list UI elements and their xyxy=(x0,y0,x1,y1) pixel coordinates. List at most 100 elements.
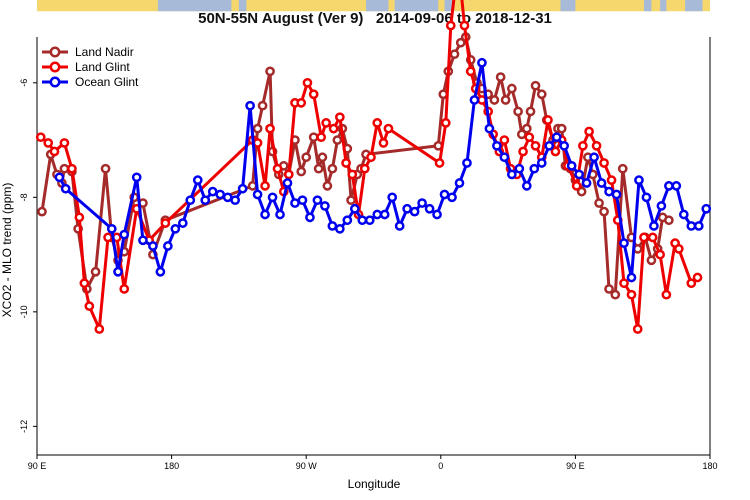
data-point xyxy=(465,66,476,77)
data-point xyxy=(524,132,535,143)
data-point xyxy=(499,152,510,163)
data-point xyxy=(671,181,682,191)
data-point xyxy=(459,20,470,31)
data-point xyxy=(701,203,712,214)
data-point xyxy=(499,135,510,145)
data-point xyxy=(678,209,689,220)
legend-label: Ocean Glint xyxy=(75,75,139,89)
data-point xyxy=(335,223,345,234)
data-point xyxy=(359,163,370,174)
data-point xyxy=(148,241,158,251)
data-point xyxy=(60,183,71,194)
data-point xyxy=(566,160,577,171)
x-tick-label: 180 xyxy=(702,461,717,471)
data-point xyxy=(589,152,599,163)
y-tick-label: -12 xyxy=(19,420,29,433)
data-point xyxy=(296,97,307,108)
data-point xyxy=(160,218,171,228)
data-point xyxy=(247,181,258,191)
data-point xyxy=(90,266,101,277)
data-point xyxy=(581,178,592,188)
data-point xyxy=(275,209,285,220)
data-point xyxy=(574,169,584,180)
data-point xyxy=(594,198,604,208)
data-point xyxy=(185,195,196,206)
data-point xyxy=(35,132,46,143)
data-point xyxy=(305,212,315,223)
data-point xyxy=(489,95,500,105)
data-point xyxy=(272,163,283,174)
data-point xyxy=(417,198,427,208)
data-point xyxy=(297,195,308,206)
data-point xyxy=(341,158,351,168)
data-point xyxy=(543,115,553,125)
data-point xyxy=(335,112,345,123)
data-point xyxy=(536,158,547,168)
data-point xyxy=(296,166,307,177)
data-point xyxy=(260,181,270,191)
data-point xyxy=(495,72,506,82)
x-axis-label: Longitude xyxy=(348,477,401,491)
data-point xyxy=(366,152,376,163)
data-point xyxy=(529,163,540,174)
legend-label: Land Nadir xyxy=(75,45,134,59)
data-point xyxy=(606,175,617,186)
data-point xyxy=(454,178,465,188)
data-point xyxy=(245,100,255,111)
data-point xyxy=(462,158,472,168)
data-point xyxy=(634,175,644,186)
data-point xyxy=(163,241,173,251)
series-layer xyxy=(35,0,712,334)
data-point xyxy=(641,192,652,203)
data-point xyxy=(252,189,263,200)
data-point xyxy=(349,203,360,214)
data-point xyxy=(424,203,435,214)
data-point xyxy=(302,77,313,88)
data-point xyxy=(119,284,130,294)
data-point xyxy=(155,266,166,277)
data-point xyxy=(604,284,614,294)
y-tick-label: -10 xyxy=(19,305,29,318)
data-point xyxy=(301,152,312,163)
data-point xyxy=(599,158,609,168)
data-point xyxy=(267,192,278,203)
data-point xyxy=(402,203,412,214)
data-point xyxy=(327,163,338,174)
data-point xyxy=(469,95,480,105)
legend-swatch-marker xyxy=(49,46,61,58)
data-point xyxy=(237,183,248,194)
data-point xyxy=(521,123,532,134)
data-point xyxy=(492,140,502,151)
data-point xyxy=(308,89,319,100)
data-point xyxy=(357,215,368,226)
data-point xyxy=(500,95,511,105)
data-point xyxy=(119,229,130,240)
data-point xyxy=(379,209,390,220)
data-point xyxy=(484,123,495,134)
data-point xyxy=(322,181,333,191)
data-point xyxy=(283,169,294,180)
ocean-band-segment xyxy=(685,0,703,12)
series-land-glint xyxy=(35,0,703,334)
data-point xyxy=(619,238,629,248)
data-point xyxy=(664,181,674,191)
data-point xyxy=(632,324,643,334)
series-line xyxy=(39,0,699,331)
data-point xyxy=(74,212,85,223)
data-point xyxy=(647,232,658,243)
data-point xyxy=(626,272,637,283)
ocean-band-segment xyxy=(157,0,232,12)
data-point xyxy=(364,215,375,226)
data-point xyxy=(434,158,445,168)
data-point xyxy=(170,223,181,234)
x-tick-label: 90 E xyxy=(28,461,47,471)
data-point xyxy=(257,100,268,111)
data-point xyxy=(686,221,697,231)
data-point xyxy=(113,266,123,277)
data-point xyxy=(673,244,684,254)
data-point xyxy=(617,163,628,174)
data-point xyxy=(308,132,319,143)
x-tick-label: 90 E xyxy=(566,461,585,471)
data-point xyxy=(439,189,450,200)
